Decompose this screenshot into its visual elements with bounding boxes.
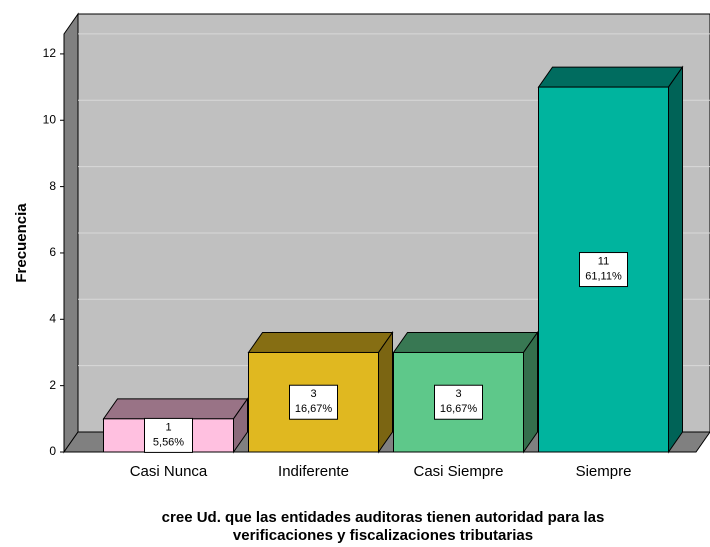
y-tick-label: 2 <box>49 378 56 392</box>
bar-top <box>247 331 394 353</box>
data-label: 11 <box>598 255 609 267</box>
y-tick-label: 10 <box>43 112 57 126</box>
data-label-percent: 16,67% <box>295 403 333 415</box>
y-tick-label: 8 <box>49 179 56 193</box>
bar-side <box>668 65 683 454</box>
data-label-percent: 16,67% <box>440 403 478 415</box>
y-axis-title: Frecuencia <box>13 203 30 283</box>
x-tick-label: Casi Siempre <box>413 463 503 480</box>
bar-side <box>378 330 393 454</box>
x-axis-title: verificaciones y fiscalizaciones tributa… <box>233 527 533 544</box>
data-label-percent: 5,56% <box>153 436 184 448</box>
y-tick-label: 6 <box>49 245 56 259</box>
data-label-box <box>579 252 628 288</box>
x-axis-title: cree Ud. que las entidades auditoras tie… <box>162 509 605 526</box>
bar-side <box>523 330 538 454</box>
bar-top <box>537 66 684 88</box>
data-label-box <box>289 384 338 420</box>
data-label-box <box>144 417 193 453</box>
y-tick-label: 4 <box>49 311 56 325</box>
data-label: 3 <box>455 388 461 400</box>
x-tick-label: Siempre <box>576 463 632 480</box>
bar-top <box>392 331 539 353</box>
x-tick-label: Indiferente <box>278 463 349 480</box>
data-label: 3 <box>310 388 316 400</box>
data-label-box <box>434 384 483 420</box>
data-label: 1 <box>165 421 171 433</box>
y-tick-label: 0 <box>49 444 56 458</box>
y-tick-label: 12 <box>43 46 57 60</box>
bar-top <box>102 398 249 420</box>
left-wall <box>63 12 79 454</box>
data-label-percent: 61,11% <box>585 270 622 282</box>
x-tick-label: Casi Nunca <box>130 463 208 480</box>
